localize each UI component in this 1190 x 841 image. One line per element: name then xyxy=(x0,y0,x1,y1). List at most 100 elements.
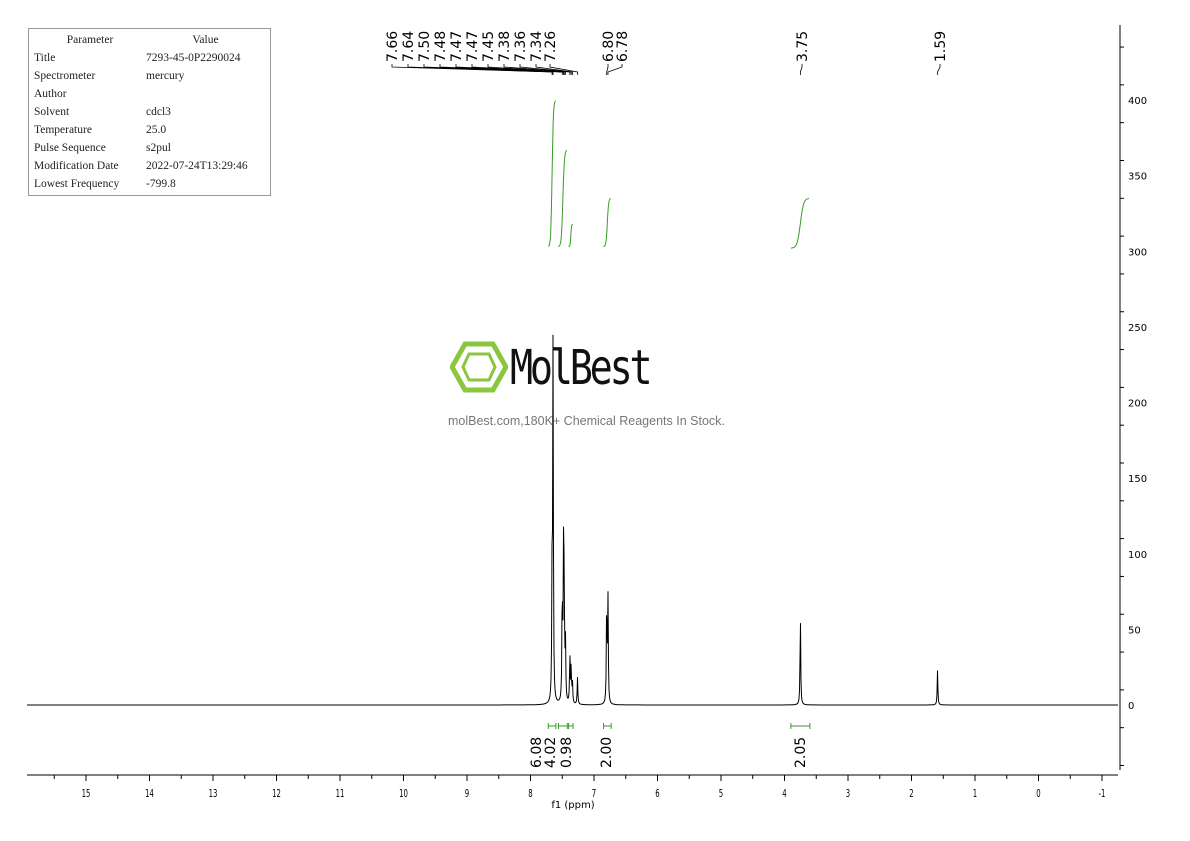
integral-bracket xyxy=(790,723,811,729)
peak-label-leader xyxy=(471,64,565,75)
x-tick-label: 6 xyxy=(655,788,659,801)
peak-label: 7.26 xyxy=(543,31,559,62)
spectrum-trace xyxy=(27,334,1118,706)
integral-curve xyxy=(790,198,810,249)
parameter-row: Modification Date 2022-07-24T13:29:46 xyxy=(34,157,265,175)
parameter-name: Lowest Frequency xyxy=(34,178,120,190)
y-tick-label: 200 xyxy=(1128,399,1147,410)
integral-curve xyxy=(603,198,612,248)
peak-label-leader xyxy=(937,64,941,75)
peak-label: 7.34 xyxy=(529,31,545,62)
parameter-value: 25.0 xyxy=(146,124,167,136)
peak-label: 7.45 xyxy=(481,31,497,62)
peak-label-leader xyxy=(519,64,572,75)
integral-bracket xyxy=(603,723,612,729)
integral-value: 6.08 xyxy=(529,737,545,768)
x-tick-label: 13 xyxy=(209,788,218,801)
molbest-watermark: MolBest molBest.com,180K+ Chemical Reage… xyxy=(448,340,750,428)
integral-value: 2.00 xyxy=(599,737,615,768)
y-tick-label: 50 xyxy=(1128,625,1141,636)
peak-label-leader xyxy=(487,64,566,75)
parameter-name: Solvent xyxy=(34,106,70,118)
parameter-value: s2pul xyxy=(146,142,171,154)
peak-label: 7.47 xyxy=(449,31,465,62)
peak-label-leader xyxy=(549,64,578,75)
peak-label-leader xyxy=(799,64,803,75)
x-tick-label: 10 xyxy=(399,788,408,801)
x-tick-label: 15 xyxy=(82,788,91,801)
parameter-name: Temperature xyxy=(34,124,92,136)
x-tick-label: 5 xyxy=(719,788,723,801)
parameter-table: Parameter Value Title 7293-45-0P2290024 Spe… xyxy=(28,28,271,196)
peak-label-leader xyxy=(607,64,623,75)
header-value: Value xyxy=(192,34,219,46)
parameter-name: Spectrometer xyxy=(34,70,96,82)
y-tick-label: 350 xyxy=(1128,172,1147,183)
peak-label: 7.47 xyxy=(465,31,481,62)
peak-label-leader xyxy=(535,64,573,75)
peak-label: 7.50 xyxy=(417,31,433,62)
peak-label: 6.78 xyxy=(615,31,631,62)
parameter-name: Pulse Sequence xyxy=(34,142,106,154)
peak-label: 7.48 xyxy=(433,31,449,62)
integral-curve xyxy=(558,149,568,247)
y-tick-label: 400 xyxy=(1128,96,1147,107)
y-tick-label: 100 xyxy=(1128,550,1147,561)
peak-label: 6.80 xyxy=(601,31,617,62)
parameter-name: Modification Date xyxy=(34,160,119,172)
parameter-value: 7293-45-0P2290024 xyxy=(146,52,241,64)
peak-label: 7.36 xyxy=(513,31,529,62)
x-tick-label: 14 xyxy=(145,788,154,801)
integral-bracket xyxy=(547,723,557,729)
parameter-value: mercury xyxy=(146,70,185,82)
peak-label-leader xyxy=(407,64,554,75)
integral-bracket xyxy=(568,723,574,729)
x-tick-label: 12 xyxy=(272,788,281,801)
peak-label: 3.75 xyxy=(795,31,811,62)
parameter-row: Pulse Sequence s2pul xyxy=(34,139,265,157)
logo-wordmark: MolBest xyxy=(510,340,653,396)
x-tick-label: 8 xyxy=(528,788,532,801)
x-tick-label: 1 xyxy=(973,788,977,801)
parameter-header: Parameter Value xyxy=(34,31,265,49)
peak-label: 7.66 xyxy=(385,31,401,62)
parameter-value: 2022-07-24T13:29:46 xyxy=(146,160,248,172)
integral-bracket xyxy=(557,723,568,729)
peak-label-leader xyxy=(606,64,609,75)
y-tick-label: 250 xyxy=(1128,323,1147,334)
y-tick-label: 150 xyxy=(1128,474,1147,485)
parameter-value: -799.8 xyxy=(146,178,176,190)
x-tick-label: -1 xyxy=(1099,788,1106,801)
integral-curve xyxy=(568,223,574,248)
peak-label-leader xyxy=(503,64,571,75)
integral-value: 4.02 xyxy=(543,737,559,768)
peak-label: 7.64 xyxy=(401,31,417,62)
x-tick-label: 7 xyxy=(592,788,596,801)
x-tick-label: 9 xyxy=(465,788,469,801)
x-tick-label: 2 xyxy=(909,788,913,801)
parameter-value: cdcl3 xyxy=(146,106,171,118)
benzene-logo-icon xyxy=(449,341,509,393)
parameter-row: Author xyxy=(34,85,265,103)
parameter-row: Lowest Frequency -799.8 xyxy=(34,175,265,193)
y-tick-label: 300 xyxy=(1128,247,1147,258)
peak-label: 7.38 xyxy=(497,31,513,62)
parameter-row: Temperature 25.0 xyxy=(34,121,265,139)
x-tick-label: 11 xyxy=(336,788,345,801)
parameter-name: Title xyxy=(34,52,56,64)
y-tick-label: 0 xyxy=(1128,701,1134,712)
logo-tagline: molBest.com,180K+ Chemical Reagents In S… xyxy=(448,414,725,428)
x-tick-label: 4 xyxy=(782,788,786,801)
integral-value: 2.05 xyxy=(793,737,809,768)
x-tick-label: 0 xyxy=(1036,788,1040,801)
integral-curve xyxy=(548,100,556,247)
peak-label: 1.59 xyxy=(933,31,949,62)
integral-value: 0.98 xyxy=(559,737,575,768)
x-axis-label: f1 (ppm) xyxy=(551,800,594,811)
parameter-name: Author xyxy=(34,88,67,100)
parameter-row: Spectrometer mercury xyxy=(34,67,265,85)
parameter-row: Solvent cdcl3 xyxy=(34,103,265,121)
header-parameter: Parameter xyxy=(66,34,114,46)
x-tick-label: 3 xyxy=(846,788,850,801)
